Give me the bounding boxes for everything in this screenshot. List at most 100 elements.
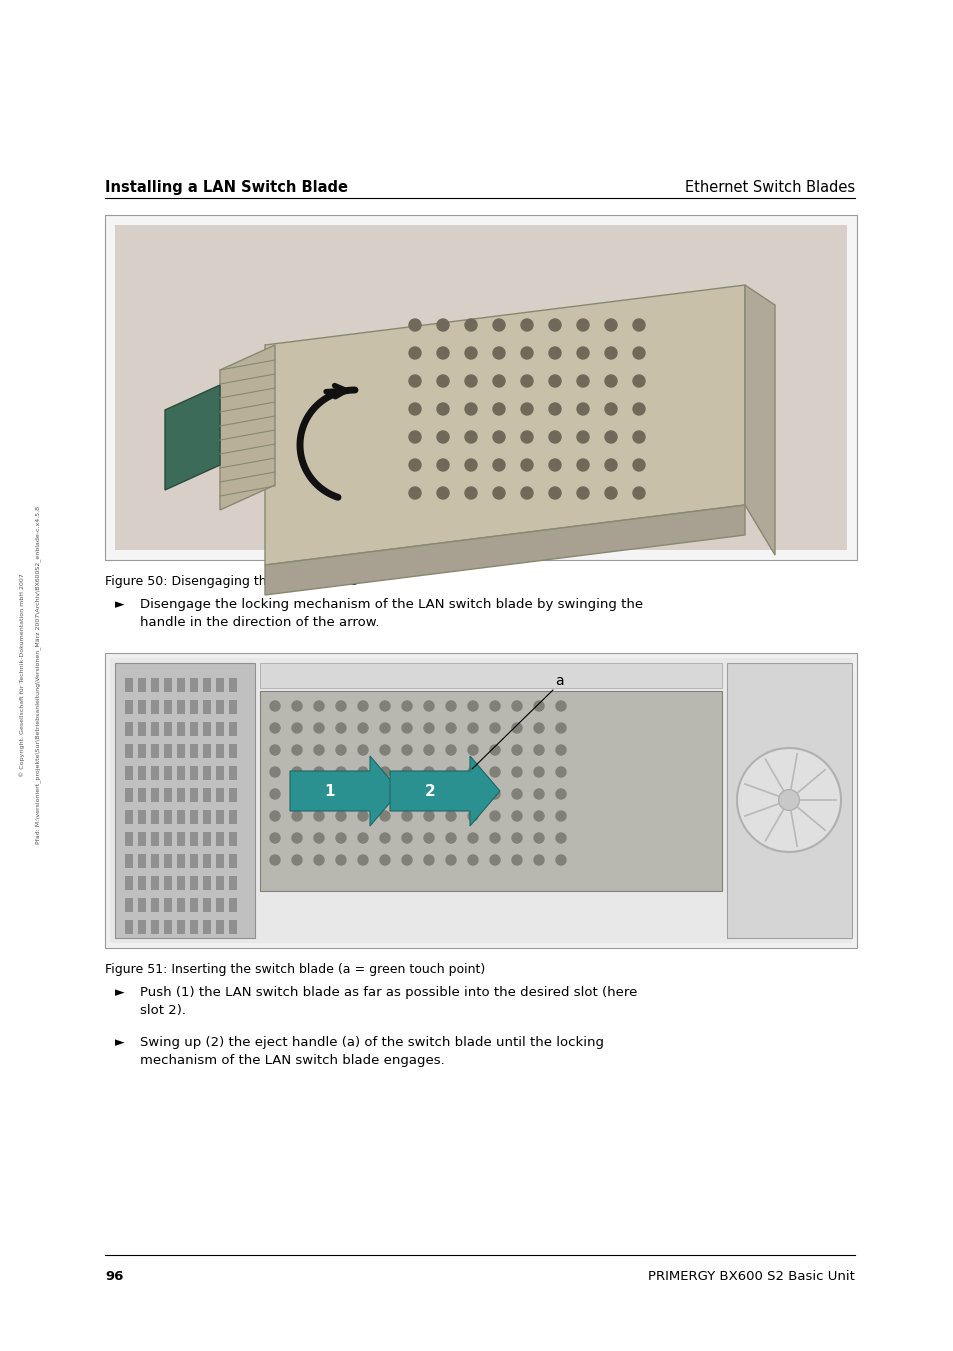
Circle shape	[436, 403, 449, 415]
Bar	[190, 811, 198, 824]
Bar	[203, 721, 211, 736]
Circle shape	[270, 855, 280, 865]
Bar	[229, 898, 236, 912]
Bar	[138, 700, 146, 713]
Circle shape	[490, 701, 499, 711]
Circle shape	[493, 459, 504, 471]
Circle shape	[379, 701, 390, 711]
Bar	[203, 766, 211, 780]
Circle shape	[604, 319, 617, 331]
Text: 96: 96	[105, 1270, 123, 1283]
Circle shape	[534, 767, 543, 777]
Circle shape	[512, 701, 521, 711]
Circle shape	[335, 789, 346, 798]
Polygon shape	[265, 285, 744, 565]
Circle shape	[464, 319, 476, 331]
Circle shape	[556, 767, 565, 777]
Bar	[177, 678, 185, 692]
Circle shape	[493, 403, 504, 415]
Circle shape	[468, 723, 477, 734]
Circle shape	[379, 767, 390, 777]
Bar	[190, 678, 198, 692]
Circle shape	[446, 767, 456, 777]
Bar	[115, 226, 846, 550]
Circle shape	[357, 789, 368, 798]
Bar	[190, 700, 198, 713]
Circle shape	[292, 744, 302, 755]
Bar	[203, 920, 211, 934]
Circle shape	[493, 486, 504, 499]
Bar	[215, 744, 224, 758]
Bar	[177, 766, 185, 780]
Bar	[110, 658, 851, 943]
Circle shape	[468, 855, 477, 865]
Circle shape	[446, 744, 456, 755]
Polygon shape	[744, 285, 774, 555]
Bar	[125, 811, 132, 824]
Text: ►: ►	[115, 986, 125, 998]
Circle shape	[556, 855, 565, 865]
Bar	[215, 678, 224, 692]
Bar	[215, 766, 224, 780]
Circle shape	[357, 723, 368, 734]
Bar	[164, 920, 172, 934]
Circle shape	[357, 744, 368, 755]
Bar	[151, 678, 159, 692]
Circle shape	[520, 347, 533, 359]
Bar	[151, 700, 159, 713]
Bar	[177, 832, 185, 846]
Bar	[125, 854, 132, 867]
Circle shape	[556, 701, 565, 711]
Bar	[229, 766, 236, 780]
Bar	[125, 788, 132, 802]
Circle shape	[464, 376, 476, 386]
Circle shape	[401, 767, 412, 777]
Bar	[190, 875, 198, 890]
Bar	[229, 678, 236, 692]
Bar	[151, 920, 159, 934]
Circle shape	[464, 347, 476, 359]
Circle shape	[335, 811, 346, 821]
Bar	[229, 721, 236, 736]
Text: Ethernet Switch Blades: Ethernet Switch Blades	[684, 180, 854, 195]
Bar	[164, 832, 172, 846]
Bar	[260, 690, 721, 892]
Bar	[229, 744, 236, 758]
Bar	[229, 875, 236, 890]
Circle shape	[357, 767, 368, 777]
Circle shape	[357, 811, 368, 821]
Bar	[215, 832, 224, 846]
Circle shape	[556, 723, 565, 734]
Circle shape	[737, 748, 841, 852]
Circle shape	[357, 855, 368, 865]
Circle shape	[520, 403, 533, 415]
Circle shape	[357, 701, 368, 711]
Circle shape	[270, 767, 280, 777]
Circle shape	[604, 376, 617, 386]
Bar	[151, 721, 159, 736]
Text: slot 2).: slot 2).	[140, 1004, 186, 1017]
Circle shape	[423, 744, 434, 755]
Circle shape	[357, 834, 368, 843]
Bar	[203, 875, 211, 890]
Circle shape	[512, 834, 521, 843]
Circle shape	[335, 855, 346, 865]
Circle shape	[401, 834, 412, 843]
Bar	[164, 788, 172, 802]
Circle shape	[512, 744, 521, 755]
Circle shape	[292, 855, 302, 865]
Circle shape	[468, 789, 477, 798]
Circle shape	[556, 811, 565, 821]
Bar	[151, 788, 159, 802]
Circle shape	[379, 789, 390, 798]
Bar	[229, 700, 236, 713]
Bar	[164, 678, 172, 692]
Circle shape	[633, 431, 644, 443]
Circle shape	[468, 834, 477, 843]
Circle shape	[423, 723, 434, 734]
Circle shape	[314, 834, 324, 843]
Circle shape	[493, 431, 504, 443]
Circle shape	[493, 319, 504, 331]
Circle shape	[423, 834, 434, 843]
Bar	[151, 832, 159, 846]
